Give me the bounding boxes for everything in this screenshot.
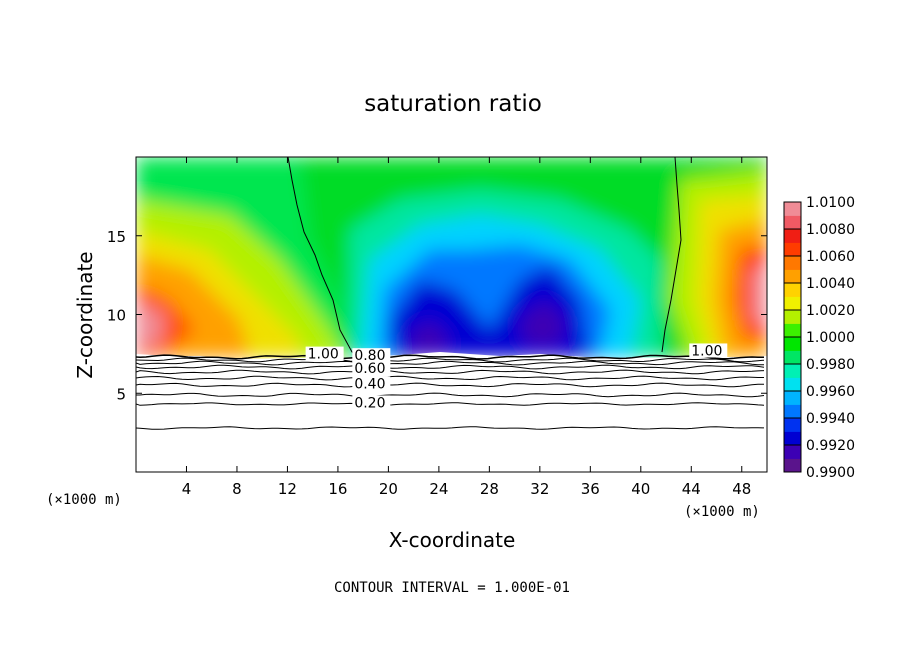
y-tick-label-2: 15 [107,228,126,246]
colorbar-swatch-11 [784,310,801,324]
colorbar-swatch-13 [784,283,801,297]
contour-label-4: 0.20 [354,395,385,411]
colorbar-swatch-6 [784,377,801,392]
field-region-5 [136,300,165,350]
colorbar: 1.0100 1.0080 1.0060 1.0040 1.0020 1.0000 0.99… [783,195,855,481]
contour-line-0.80 [136,360,764,366]
contour-line-0.60 [136,369,765,375]
y-tick-label-0: 5 [116,385,126,403]
contour-label-3: 0.40 [354,377,385,393]
contour-label-bg-3 [352,376,391,391]
y-axis-label: Z-coordinate [73,251,97,378]
contour-label-bg-2 [352,360,391,375]
field-region-11 [520,300,565,345]
saturation-field [136,157,767,357]
contour-label-1: 0.80 [354,348,385,364]
colorbar-swatch-12 [784,296,801,311]
x-unit-right: (×1000 m) [684,504,760,520]
colorbar-swatch-19 [784,202,801,216]
contour-label-bg-5 [689,343,728,358]
contour-labels: 1.00 0.800.600.40 0.20 1.00 [305,343,728,411]
contour-label-bg-4 [352,395,391,410]
contour-line-0.20 [136,402,765,406]
x-tick-label-1: 8 [232,480,242,498]
colorbar-swatch-16 [784,242,801,257]
contour-label-2: 0.60 [354,361,385,377]
x-tick-label-2: 12 [278,480,297,498]
contour-interval-note: CONTOUR INTERVAL = 1.000E-01 [334,580,570,596]
contour-label-5: 1.00 [691,343,722,359]
x-tick-label-5: 24 [429,480,448,498]
colorbar-label-0: 1.0100 [806,195,855,211]
colorbar-swatch-8 [784,350,801,365]
colorbar-swatch-0 [784,458,801,473]
x-tick-label-8: 36 [581,480,600,498]
colorbar-swatch-2 [784,431,801,446]
colorbar-swatch-17 [784,229,801,243]
contour-line-0.70 [136,364,765,370]
x-tick-label-0: 4 [182,480,192,498]
contour-1.00-right [661,157,682,353]
contour-line-0.40 [136,382,764,388]
colorbar-swatch-1 [784,445,801,459]
contour-label-bg-0 [305,346,344,361]
colorbar-label-9: 0.9920 [806,438,855,454]
contour-label-bg-1 [352,348,391,363]
x-tick-label-3: 16 [328,480,347,498]
colorbar-swatch-9 [784,337,801,351]
x-unit-left: (×1000 m) [46,492,122,508]
axis-ticks [136,157,767,472]
colorbar-swatch-4 [784,404,801,419]
colorbar-label-7: 0.9960 [806,384,855,400]
colorbar-swatch-14 [784,269,801,284]
contour-1.00-left [287,157,363,358]
chart-title: saturation ratio [364,91,542,117]
colorbar-swatch-10 [784,323,801,338]
colorbar-swatch-3 [784,418,801,432]
colorbar-label-2: 1.0060 [806,249,855,265]
x-tick-label-6: 28 [480,480,499,498]
colorbar-swatch-15 [784,256,801,270]
field-region-10 [410,320,450,352]
colorbar-swatch-7 [784,364,801,378]
colorbar-label-4: 1.0020 [806,303,855,319]
plot-area: 1.00 0.800.600.40 0.20 1.00 [135,156,768,473]
colorbar-label-6: 0.9980 [806,357,855,373]
y-tick-label-1: 10 [107,307,126,325]
contour-line-0.30 [136,392,765,398]
colorbar-label-8: 0.9940 [806,411,855,427]
x-tick-label-7: 32 [530,480,549,498]
x-axis-label: X-coordinate [389,528,516,552]
x-tick-label-10: 44 [682,480,701,498]
x-tick-label-4: 20 [379,480,398,498]
contour-line-1.00 [136,354,765,360]
contour-lines [136,157,765,430]
colorbar-label-10: 0.9900 [806,465,855,481]
contour-line-0.90 [136,357,765,363]
contour-line-0.50 [136,375,764,381]
colorbar-label-3: 1.0040 [806,276,855,292]
colorbar-swatch-18 [784,215,801,230]
x-tick-label-11: 48 [732,480,751,498]
field-region-16 [752,265,767,325]
colorbar-swatch-5 [784,391,801,405]
colorbar-label-5: 1.0000 [806,330,855,346]
x-tick-label-9: 40 [631,480,650,498]
colorbar-label-1: 1.0080 [806,222,855,238]
contour-line-0.10 [136,426,765,430]
contour-label-0: 1.00 [308,347,339,363]
